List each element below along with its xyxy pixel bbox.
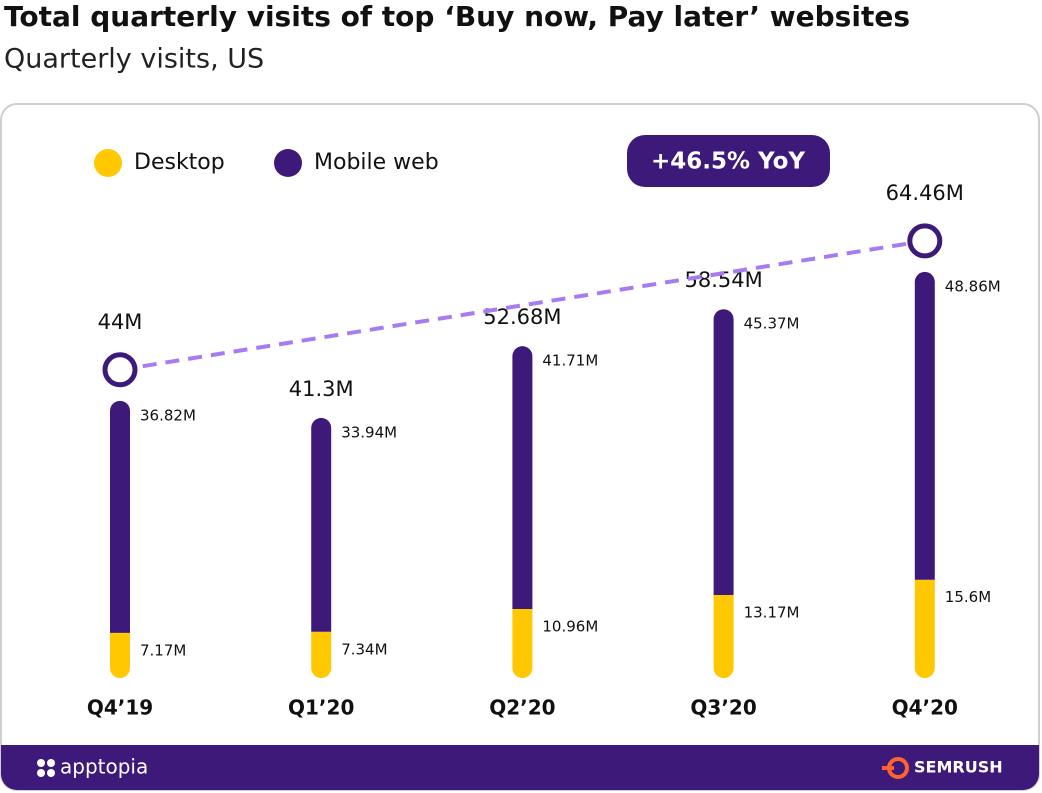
x-tick-label: Q2’20 [489,696,555,720]
total-label: 41.3M [289,377,354,401]
bar-segment [110,632,130,678]
annotation: +46.5% YoY [651,149,805,175]
x-tick-label: Q4’19 [87,696,153,720]
segment-label: 7.34M [341,640,387,658]
total-marker [907,223,943,259]
bar-segment [311,631,332,678]
bar-segment [512,346,533,609]
bar-segment [512,608,533,678]
x-tick-label: Q3’20 [690,696,756,720]
footer-band [1,745,1039,790]
chart-title: Total quarterly visits of top ‘Buy now, … [4,0,910,33]
legend-label: Desktop [134,150,225,175]
segment-label: 13.17M [744,604,800,622]
total-label: 64.46M [886,181,964,205]
segment-label: 10.96M [542,617,598,635]
segment-label: 15.6M [945,588,991,606]
segment-label: 33.94M [341,423,397,441]
segment-label: 45.37M [744,315,800,333]
segment-label: 7.17M [140,641,186,659]
legend-label: Mobile web [314,150,439,175]
semrush-logo: SEMRUSH [882,757,1003,779]
apptopia-logo: apptopia [37,755,148,779]
brand: apptopia [60,755,148,779]
legend-swatch [274,149,302,177]
x-tick-label: Q1’20 [288,696,354,720]
brand: SEMRUSH [914,758,1003,777]
bar-segment [311,417,332,632]
totals-line [119,238,926,372]
bar-segment [914,579,935,678]
total-label: 44M [98,310,143,334]
legend-swatch [94,149,122,177]
annotation-pill [627,135,830,187]
bar-segment [713,309,734,596]
segment-label: 36.82M [140,406,196,424]
bar-segment [914,271,935,580]
x-tick-label: Q4’20 [892,696,958,720]
total-marker [102,352,138,388]
segment-label: 48.86M [945,277,1001,295]
bar-segment [713,595,734,678]
chart-subtitle: Quarterly visits, US [4,44,264,75]
bar-segment [110,400,130,633]
segment-label: 41.71M [542,352,598,370]
